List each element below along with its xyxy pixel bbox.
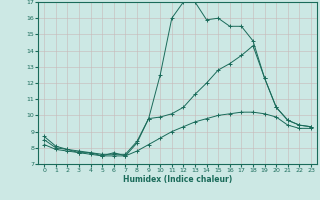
X-axis label: Humidex (Indice chaleur): Humidex (Indice chaleur) (123, 175, 232, 184)
